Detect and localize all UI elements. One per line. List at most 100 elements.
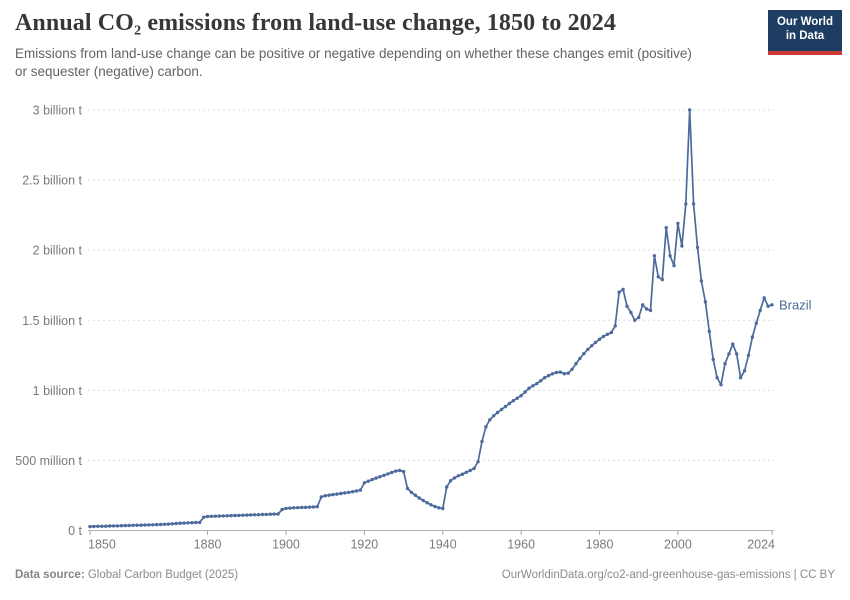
data-point [719,383,723,387]
data-point [229,513,233,518]
data-point [245,513,249,517]
data-point [366,479,370,483]
data-point [562,372,566,376]
data-point [358,488,363,492]
data-point [488,418,492,422]
data-point [723,362,727,366]
data-point [190,521,194,525]
data-point [209,514,214,518]
data-point [135,523,139,527]
data-point [319,495,323,499]
data-point [202,515,206,519]
series-line-brazil[interactable] [89,109,773,528]
data-point [519,394,523,398]
data-point [233,513,237,518]
data-point [162,522,167,526]
x-tick-label: 1900 [272,538,300,552]
data-point [401,469,406,474]
data-point [652,254,657,258]
data-point [268,512,272,516]
data-point [139,523,143,527]
data-point [691,202,696,206]
data-point [503,404,508,409]
data-point [550,372,555,376]
data-source-value: Global Carbon Budget (2025) [84,569,239,581]
data-point [484,425,488,429]
x-tick-label: 1850 [88,538,116,552]
data-point [154,522,159,527]
data-point [374,476,378,480]
data-point [660,277,664,282]
data-point [546,373,551,378]
data-point [166,522,171,526]
data-point [170,522,174,526]
data-point [480,439,484,444]
data-point [664,226,668,230]
x-tick-label: 1880 [194,538,222,552]
data-point [394,469,398,473]
owid-logo[interactable]: Our World in Data [768,10,842,55]
data-point [390,470,394,475]
data-point [115,524,120,528]
data-point [641,303,645,307]
chart-footer: Data source: Global Carbon Budget (2025)… [15,569,835,581]
y-tick-label: 500 million t [15,454,82,468]
data-point [311,505,316,509]
data-point [194,520,198,525]
data-point [695,245,700,250]
data-point [217,514,221,518]
data-point [566,371,570,375]
data-point [335,492,339,496]
data-point [158,522,163,527]
data-point [507,401,512,406]
data-point [570,367,574,371]
data-point [684,202,688,206]
data-point [256,513,261,517]
data-point [123,523,128,528]
data-point [527,386,531,390]
data-point [347,490,351,495]
data-point [499,407,504,412]
entity-label-brazil[interactable]: Brazil [779,297,812,312]
data-point [574,362,578,366]
data-point [370,477,374,482]
data-point [715,376,719,380]
x-tick-label: 1940 [429,538,457,552]
x-tick-label: 1980 [586,538,614,552]
data-point [362,481,367,485]
data-point [88,524,92,529]
data-point [413,493,417,497]
data-point [292,506,296,510]
data-point [343,491,347,495]
data-point [350,490,355,494]
data-point [688,108,692,112]
y-tick-label: 1 billion t [33,384,83,398]
y-tick-label: 0 t [68,524,82,538]
data-point [492,414,496,418]
emissions-line-chart[interactable]: 0 t 500 million t 1 billion t 1.5 billion t… [0,0,850,565]
data-point [437,506,441,510]
data-point [405,486,410,491]
data-point [151,523,155,527]
footer-citation-link[interactable]: OurWorldinData.org/co2-and-greenhouse-ga… [501,569,835,581]
data-point [198,520,202,525]
y-tick-label: 3 billion t [33,104,83,118]
data-point [96,524,100,528]
data-point [307,505,312,509]
y-tick-label: 2 billion t [33,244,83,258]
data-point [699,279,704,283]
data-point [762,296,766,300]
data-source: Data source: Global Carbon Budget (2025) [15,569,238,581]
data-point [249,513,253,517]
data-point [703,300,708,304]
x-tick-label: 1920 [350,538,378,552]
data-point [445,485,449,489]
data-point [754,321,758,325]
data-point [629,310,633,315]
data-point [386,472,390,476]
data-point [633,318,637,322]
data-point [433,504,437,509]
data-point [264,512,269,517]
data-point [147,523,151,527]
data-point [605,332,610,336]
